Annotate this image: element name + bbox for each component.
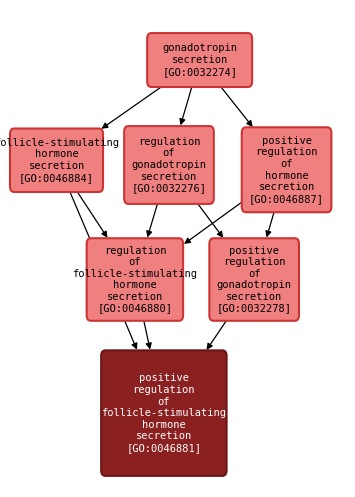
FancyBboxPatch shape (147, 33, 252, 87)
Text: positive
regulation
of
hormone
secretion
[GO:0046887]: positive regulation of hormone secretion… (249, 136, 324, 204)
Text: gonadotropin
secretion
[GO:0032274]: gonadotropin secretion [GO:0032274] (162, 43, 237, 77)
Text: regulation
of
gonadotropin
secretion
[GO:0032276]: regulation of gonadotropin secretion [GO… (131, 137, 207, 193)
Text: positive
regulation
of
gonadotropin
secretion
[GO:0032278]: positive regulation of gonadotropin secr… (217, 246, 292, 314)
FancyBboxPatch shape (124, 126, 214, 204)
FancyBboxPatch shape (87, 238, 183, 321)
Text: regulation
of
follicle-stimulating
hormone
secretion
[GO:0046880]: regulation of follicle-stimulating hormo… (72, 246, 197, 314)
FancyBboxPatch shape (10, 129, 103, 192)
FancyBboxPatch shape (101, 350, 226, 476)
Text: follicle-stimulating
hormone
secretion
[GO:0046884]: follicle-stimulating hormone secretion [… (0, 138, 119, 182)
FancyBboxPatch shape (242, 127, 331, 212)
Text: positive
regulation
of
follicle-stimulating
hormone
secretion
[GO:0046881]: positive regulation of follicle-stimulat… (102, 373, 226, 453)
FancyBboxPatch shape (209, 238, 299, 321)
